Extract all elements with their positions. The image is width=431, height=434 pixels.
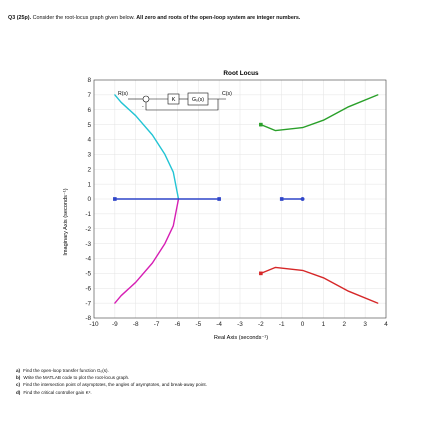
question-label: b) — [16, 375, 21, 381]
question-item: c) Find the intersection point of asympto… — [16, 381, 416, 388]
y-tick-label: -1 — [85, 211, 91, 218]
x-tick-label: -9 — [112, 321, 118, 328]
question-list: a) Find the open-loop transfer function G… — [16, 367, 416, 396]
x-tick-label: -2 — [258, 321, 264, 328]
chart-title: Root Locus — [223, 70, 259, 77]
y-tick-label: -6 — [85, 285, 91, 292]
question-item: d) Find the critical controller gain Kᶜ. — [16, 389, 416, 396]
chart-grid — [93, 79, 387, 319]
chart-series — [114, 94, 379, 304]
problem-statement: Q3 (25p). Consider the root-locus graph … — [8, 14, 420, 22]
locus-branch — [114, 94, 180, 200]
block-input-label: R(s) — [118, 91, 128, 97]
y-tick-label: 3 — [87, 152, 91, 159]
y-tick-label: -3 — [85, 241, 91, 248]
pole-marker — [279, 197, 284, 201]
x-tick-label: 2 — [343, 321, 347, 328]
question-label: c) — [16, 382, 21, 388]
question-text: Write the MATLAB code to plot the root-l… — [23, 375, 130, 381]
question-text: Find the intersection point of asymptote… — [23, 382, 207, 388]
y-tick-label: -5 — [85, 271, 91, 278]
chart-ticks: -10 -9 -8 -7 -6 -5 -4 -3 -2 -1 0 1 2 3 4-8-7-6-5-4-3-2… — [85, 77, 388, 328]
y-tick-label: 7 — [87, 92, 91, 99]
x-axis-label: Real Axis (seconds⁻¹) — [214, 335, 268, 341]
y-tick-label: 5 — [87, 122, 91, 129]
problem-intro: Consider the root-locus graph given belo… — [32, 15, 135, 21]
y-tick-label: 2 — [87, 166, 91, 173]
locus-branch — [114, 198, 180, 304]
question-label: a) — [16, 368, 21, 373]
x-tick-label: 3 — [363, 321, 367, 328]
feedback-path — [145, 99, 219, 111]
question-text: Find the open-loop transfer function Gₒ(… — [23, 368, 109, 373]
x-tick-label: -5 — [195, 321, 201, 328]
pole-marker — [113, 197, 117, 201]
problem-label: Q3 (25p). — [8, 15, 32, 21]
chart-markers — [113, 122, 305, 276]
question-label: d) — [16, 389, 21, 395]
gain-label: K — [172, 97, 176, 103]
zero-marker — [300, 196, 305, 201]
y-tick-label: 6 — [87, 107, 91, 114]
block-diagram: R(s) - K Gₒ(s) C(s) — [118, 91, 232, 111]
y-tick-label: -4 — [85, 256, 91, 263]
x-tick-label: -6 — [175, 321, 181, 328]
x-tick-label: -4 — [216, 321, 222, 328]
locus-branch — [260, 266, 379, 304]
pole-marker — [217, 197, 221, 201]
plant-label: Gₒ(s) — [192, 97, 204, 103]
y-tick-label: 8 — [87, 77, 91, 84]
y-axis-label: Imaginary Axis (seconds⁻¹) — [63, 188, 69, 255]
y-tick-label: 0 — [87, 196, 91, 203]
summing-sign: - — [142, 104, 144, 110]
chart-frame — [93, 79, 387, 319]
y-tick-label: 1 — [87, 181, 91, 188]
question-text: Find the critical controller gain Kᶜ. — [23, 389, 92, 395]
y-tick-label: 4 — [87, 137, 91, 144]
x-tick-label: -7 — [154, 321, 160, 328]
locus-branch — [260, 94, 379, 132]
x-tick-label: -1 — [279, 321, 285, 328]
block-output-label: C(s) — [222, 91, 232, 97]
problem-emphasis: All zero and roots of the open-loop syst… — [136, 15, 301, 21]
pole-marker — [259, 122, 263, 127]
x-tick-label: -8 — [133, 321, 139, 328]
pole-marker — [259, 271, 263, 276]
x-tick-label: -3 — [237, 321, 243, 328]
x-tick-label: 1 — [322, 321, 326, 328]
question-item: a) Find the open-loop transfer function G… — [16, 367, 416, 374]
y-tick-label: -8 — [85, 315, 91, 322]
y-tick-label: -7 — [85, 300, 91, 307]
x-tick-label: 0 — [301, 321, 305, 328]
x-tick-label: 4 — [384, 321, 388, 328]
question-item: b) Write the MATLAB code to plot the root… — [16, 374, 416, 381]
summing-junction — [142, 95, 150, 103]
x-tick-label: -10 — [89, 321, 99, 328]
y-tick-label: -2 — [85, 226, 91, 233]
